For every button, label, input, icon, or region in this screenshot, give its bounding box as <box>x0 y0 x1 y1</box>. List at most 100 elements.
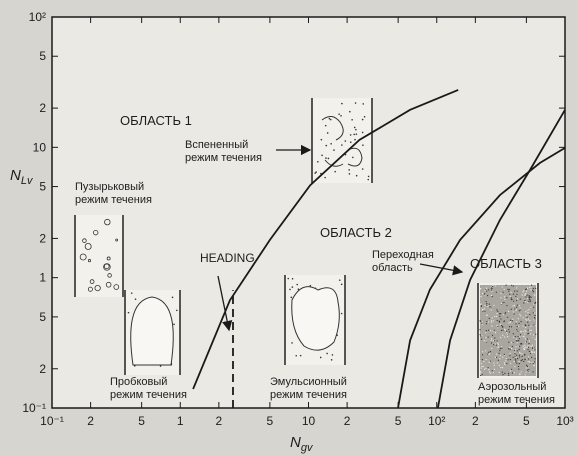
sketch-dot <box>487 321 489 323</box>
y-axis-label-sub: Lv <box>21 175 34 187</box>
sketch-dot <box>523 360 525 363</box>
sketch-dot <box>510 368 513 370</box>
sketch-dot <box>505 311 507 314</box>
sketch-dot <box>504 298 506 300</box>
sketch-dot <box>503 296 506 298</box>
sketch-dot <box>348 173 351 175</box>
sketch-dot <box>115 238 119 242</box>
sketch-dot <box>512 300 515 302</box>
sketch-dot <box>531 347 534 349</box>
annotation: Эмульсионный <box>270 376 347 388</box>
sketch-dot <box>519 313 521 316</box>
sketch-dot <box>503 353 505 356</box>
sketch-dot <box>508 374 510 376</box>
sketch-dot <box>535 333 537 335</box>
sketch-dot <box>520 342 523 345</box>
sketch-dot <box>531 344 534 346</box>
sketch-dot <box>526 369 529 371</box>
sketch-dot <box>500 323 502 325</box>
sketch-dot <box>507 336 509 338</box>
sketch-dot <box>524 294 526 296</box>
annotation: режим течения <box>478 394 555 406</box>
sketch-dot <box>484 289 486 291</box>
sketch-dot <box>530 306 532 308</box>
sketch-dot <box>519 345 521 347</box>
sketch-dot <box>289 288 291 291</box>
sketch-dot <box>508 322 510 324</box>
sketch-dot <box>506 330 508 332</box>
sketch-dot <box>530 345 532 348</box>
sketch-dot <box>499 349 501 352</box>
sketch-dot <box>498 371 500 373</box>
sketch-dot <box>501 371 503 373</box>
sketch-dot <box>349 141 352 144</box>
sketch-dot <box>493 344 495 346</box>
sketch-dot <box>526 309 528 311</box>
sketch-dot <box>490 339 492 341</box>
sketch-dot <box>502 329 504 331</box>
arrow <box>217 275 233 332</box>
sketch-dot <box>105 281 112 288</box>
sketch-dot <box>516 350 518 352</box>
sketch-dot <box>484 293 486 295</box>
sketch-dot <box>522 317 524 319</box>
sketch-dot <box>524 344 526 346</box>
sketch-dot <box>515 338 518 340</box>
sketch-dot <box>494 315 496 318</box>
sketch-dot <box>535 287 537 290</box>
sketch-dot <box>516 328 518 331</box>
y-tick-label: 10⁻¹ <box>22 401 46 415</box>
sketch-dot <box>521 353 523 355</box>
sketch-dot <box>493 362 495 364</box>
sketch-dot <box>480 367 482 369</box>
sketch-dot <box>532 361 534 363</box>
x-tick-label: 2 <box>87 414 94 428</box>
sketch-dot <box>491 321 493 323</box>
sketch-dot <box>367 175 370 178</box>
sketch-dot <box>529 295 531 298</box>
sketch-dot <box>490 289 493 291</box>
sketch-dot <box>512 293 515 295</box>
sketch-dot <box>516 299 518 302</box>
sketch-dot <box>499 354 501 357</box>
sketch-dot <box>496 319 498 322</box>
sketch-dot <box>495 285 497 287</box>
annotation: HEADING <box>200 251 255 265</box>
sketch-dot <box>484 310 486 312</box>
x-tick-label: 5 <box>138 414 145 428</box>
sketch-dot <box>521 359 523 361</box>
sketch-dot <box>532 287 534 290</box>
sketch-dot <box>490 342 493 344</box>
sketch-dot <box>526 338 528 340</box>
sketch-dot <box>525 288 527 291</box>
sketch-dot <box>502 356 504 358</box>
sketch-dot <box>526 287 529 289</box>
sketch-dot <box>529 350 531 353</box>
sketch-dot <box>532 306 535 308</box>
sketch-dot <box>511 345 513 348</box>
sketch-dot <box>517 365 520 368</box>
sketch-dot <box>518 363 520 365</box>
annotation: режим течения <box>185 152 262 164</box>
sketch-dot <box>524 299 526 302</box>
sketch-dot <box>296 283 299 286</box>
sketch-dot <box>533 349 535 351</box>
sketch-dot <box>518 348 520 351</box>
sketch-dot <box>519 334 522 336</box>
sketch-dot <box>291 286 294 288</box>
sketch-dot <box>341 144 343 146</box>
sketch-dot <box>481 354 484 356</box>
sketch-dot <box>498 321 500 323</box>
sketch-dot <box>507 372 510 374</box>
sketch-dot <box>491 287 493 290</box>
sketch-dot <box>480 362 482 365</box>
sketch-dot <box>501 367 504 369</box>
sketch-dot <box>351 119 353 121</box>
sketch-dot <box>508 341 510 343</box>
sketch-dot <box>512 333 514 335</box>
sketch-dot <box>518 351 521 353</box>
sketch-dot <box>479 334 481 336</box>
sketch-emulsion <box>291 286 340 351</box>
sketch-dot <box>530 351 532 353</box>
sketch-dot <box>498 364 500 366</box>
